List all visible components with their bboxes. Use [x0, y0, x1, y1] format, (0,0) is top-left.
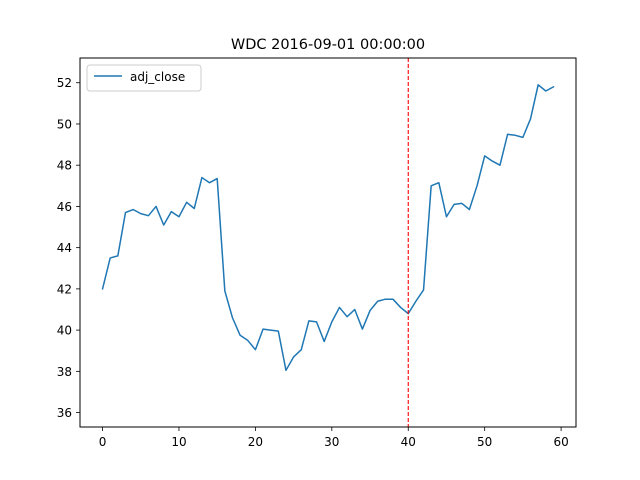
legend: adj_close — [86, 64, 202, 92]
y-tick-label: 44 — [57, 241, 72, 255]
x-tick-label: 50 — [477, 435, 492, 449]
x-tick-label: 0 — [99, 435, 107, 449]
x-tick-label: 10 — [171, 435, 186, 449]
x-tick-label: 30 — [324, 435, 339, 449]
y-tick-label: 46 — [57, 200, 72, 214]
y-tick-label: 36 — [57, 406, 72, 420]
y-tick-label: 42 — [57, 282, 72, 296]
y-tick-label: 40 — [57, 324, 72, 338]
y-tick-label: 50 — [57, 117, 72, 131]
x-tick-label: 60 — [553, 435, 568, 449]
x-tick-label: 20 — [248, 435, 263, 449]
plot-area — [101, 58, 555, 427]
y-tick-label: 38 — [57, 365, 72, 379]
x-tick-label: 40 — [401, 435, 416, 449]
y-tick-label: 48 — [57, 159, 72, 173]
legend-label: adj_close — [130, 70, 185, 84]
series-line-adj-close — [101, 84, 555, 372]
chart-title: WDC 2016-09-01 00:00:00 — [231, 37, 425, 53]
axis-ticks: 0 10 20 30 40 50 60 36 38 40 42 44 46 48 50 52 — [57, 76, 569, 449]
y-tick-label: 52 — [57, 76, 72, 90]
legend-frame — [86, 64, 202, 92]
axes-frame — [79, 57, 577, 428]
